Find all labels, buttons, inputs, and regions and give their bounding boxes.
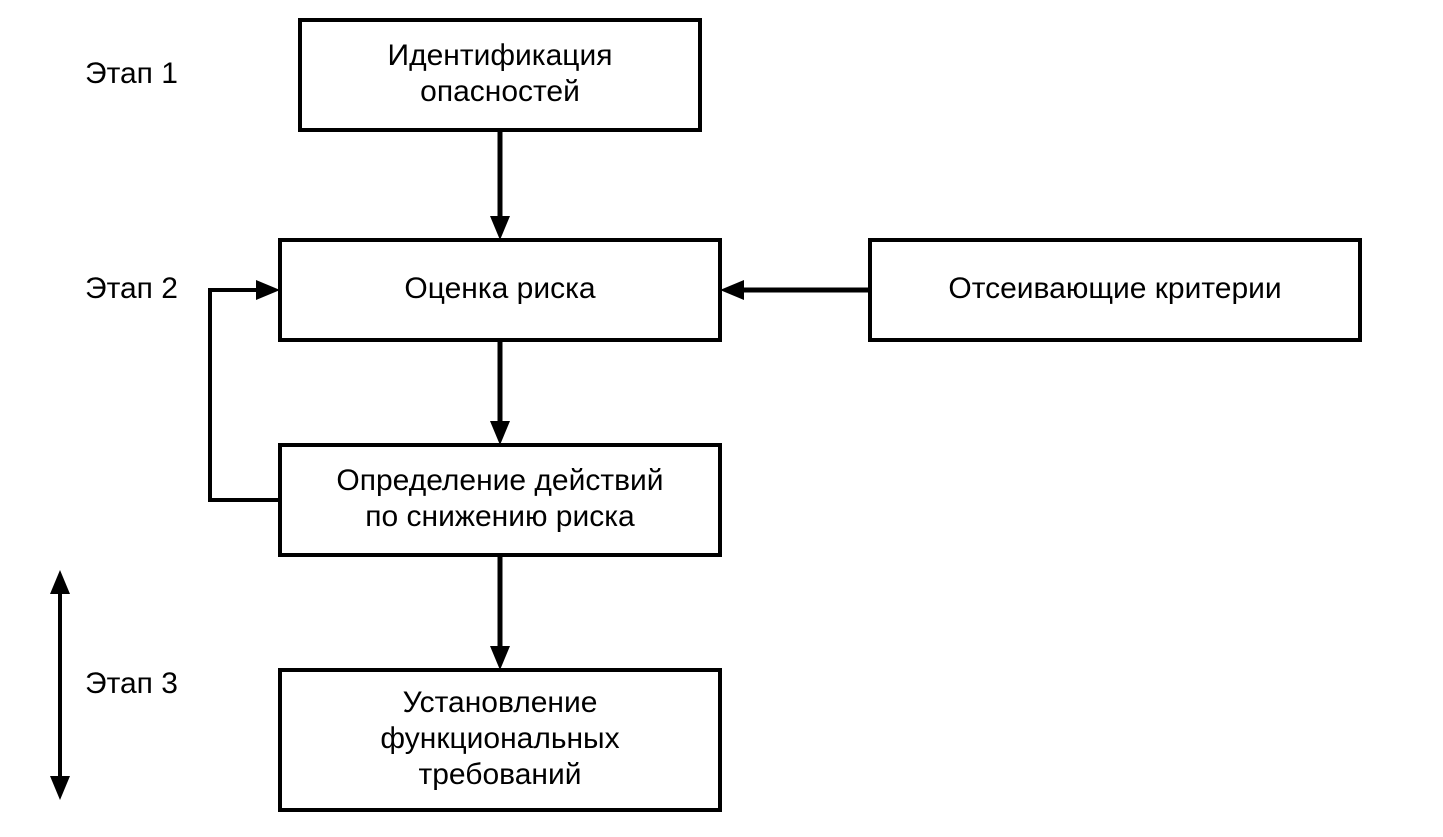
node-n1-line-0: Идентификация xyxy=(388,39,613,72)
node-n5-line-0: Установление xyxy=(403,686,598,719)
node-n5: Установлениефункциональныхтребований xyxy=(280,670,720,810)
stage-label-s3: Этап 3 xyxy=(85,667,178,700)
node-n3-line-0: Отсеивающие критерии xyxy=(948,272,1281,305)
stage-label-s2: Этап 2 xyxy=(85,272,178,305)
node-n1: Идентификацияопасностей xyxy=(300,20,700,130)
node-n5-line-2: требований xyxy=(418,758,581,791)
flowchart-container: Идентификацияопасностей Оценка риска Отсеи… xyxy=(0,0,1443,837)
node-n4-line-1: по снижению риска xyxy=(365,500,635,533)
node-n4-line-0: Определение действий xyxy=(336,464,663,497)
node-n4: Определение действийпо снижению риска xyxy=(280,445,720,555)
flowchart-svg: Идентификацияопасностей Оценка риска Отсеи… xyxy=(0,0,1443,837)
node-n1-line-1: опасностей xyxy=(420,75,580,108)
node-n3: Отсеивающие критерии xyxy=(870,240,1360,340)
node-n5-line-1: функциональных xyxy=(380,722,619,755)
node-n2: Оценка риска xyxy=(280,240,720,340)
node-n2-line-0: Оценка риска xyxy=(404,272,595,305)
stage-label-s1: Этап 1 xyxy=(85,57,178,90)
